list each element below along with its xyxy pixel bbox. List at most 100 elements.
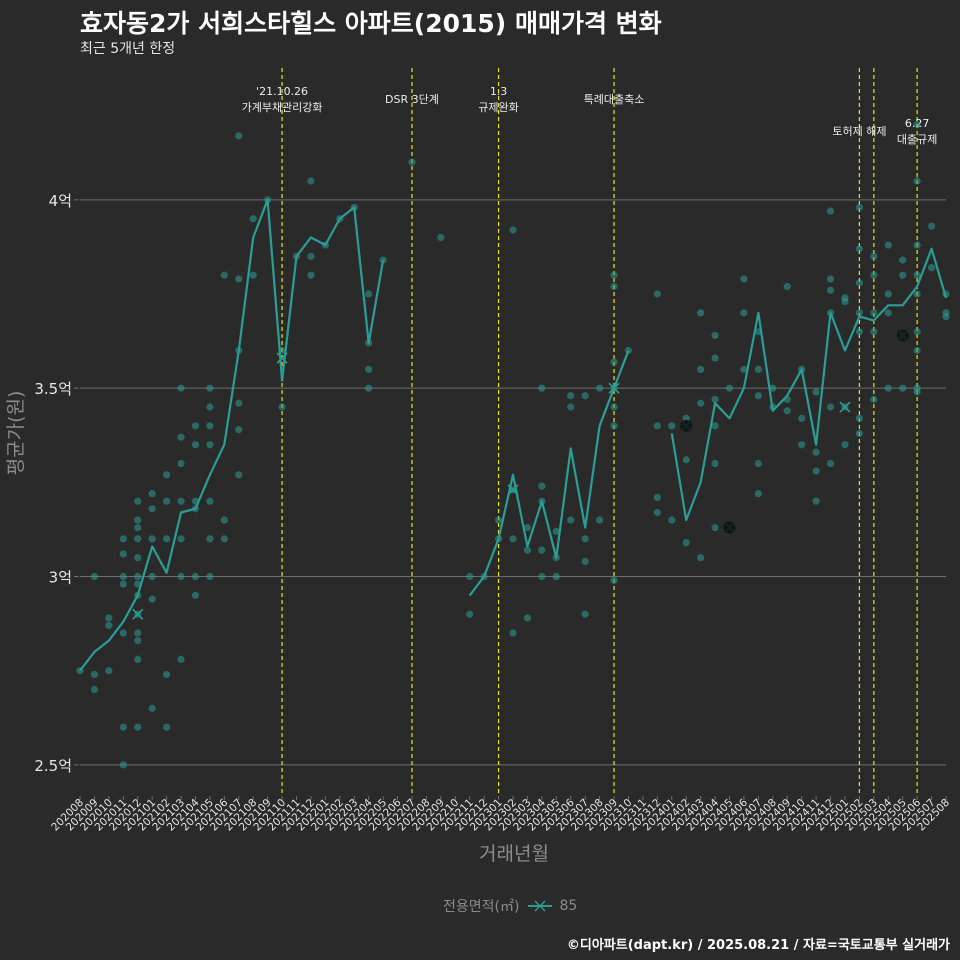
transaction-point [841, 297, 849, 306]
transaction-point [855, 429, 864, 437]
transaction-point [134, 523, 142, 532]
transaction-point [581, 610, 589, 618]
transaction-point [134, 535, 142, 543]
transaction-point [177, 572, 185, 581]
transaction-point [177, 433, 185, 441]
transaction-point [855, 328, 864, 336]
transaction-point [177, 535, 185, 543]
transaction-point [711, 422, 719, 430]
transaction-point [927, 264, 936, 272]
transaction-point [90, 670, 99, 679]
transaction-point [884, 309, 892, 317]
transaction-point [682, 414, 690, 422]
transaction-point [855, 309, 864, 317]
x-axis-ticks: 2020082020092020102020112020122021012021… [49, 796, 952, 833]
transaction-point [163, 497, 171, 505]
transaction-point [235, 426, 243, 434]
transaction-point [610, 576, 618, 584]
transaction-point [581, 557, 589, 566]
transaction-point [90, 685, 99, 694]
transaction-point [610, 422, 618, 430]
transaction-point [134, 572, 142, 581]
transaction-point [466, 610, 474, 618]
transaction-point [826, 403, 835, 411]
transaction-point [163, 471, 171, 479]
event-label: 규제완화 [478, 101, 518, 114]
highlight-cross [839, 401, 851, 413]
transaction-point [206, 535, 214, 543]
y-tick-label: 4억 [49, 192, 72, 210]
transaction-point [206, 422, 214, 430]
transaction-point [653, 508, 661, 517]
transaction-point [725, 384, 734, 392]
transaction-point [552, 572, 560, 581]
event-label: 특례대출축소 [584, 93, 645, 106]
transaction-point [711, 395, 719, 404]
transaction-point [191, 441, 200, 449]
transaction-point [826, 459, 835, 468]
transaction-point [870, 252, 878, 260]
series-line-85 [468, 350, 630, 597]
transaction-point [826, 286, 835, 294]
transaction-point [855, 245, 864, 253]
transaction-point [711, 523, 719, 532]
transaction-point [870, 271, 878, 279]
highlight-markers [132, 329, 909, 620]
transaction-point [913, 271, 921, 279]
legend-entry-85: 85 [559, 898, 578, 914]
transaction-point [740, 309, 748, 317]
highlight-cross [132, 608, 144, 620]
transaction-point [899, 271, 907, 279]
transaction-point [466, 572, 474, 581]
transaction-point [682, 539, 690, 547]
transaction-point [134, 655, 142, 663]
transaction-point [697, 554, 705, 562]
transaction-point [249, 215, 257, 223]
transaction-point [884, 241, 892, 249]
transaction-point [235, 132, 243, 140]
transaction-point [668, 422, 676, 430]
transaction-point [191, 591, 200, 599]
transaction-point [870, 395, 878, 404]
transaction-point [365, 365, 373, 373]
transaction-point [134, 636, 142, 645]
transaction-point [812, 388, 820, 396]
source-caption: ©디아파트(dapt.kr) / 2025.08.21 / 자료=국토교통부 실… [566, 938, 950, 953]
transaction-point [163, 670, 171, 679]
transaction-point [697, 309, 705, 317]
transaction-point [105, 667, 113, 675]
gridlines [80, 199, 946, 766]
transaction-point [653, 493, 661, 502]
transaction-point [899, 384, 907, 392]
transaction-point [119, 572, 127, 581]
transaction-point [754, 365, 762, 373]
x-axis-label: 거래년월 [479, 843, 549, 865]
transaction-point [307, 177, 315, 185]
transaction-point [148, 490, 156, 498]
transaction-point [90, 572, 99, 581]
event-lines: '21.10.26 가계부채관리강화 DSR 3단계 1.3 규제완화 특례대출축소토허제… [242, 68, 937, 795]
average-price-line [79, 198, 948, 672]
transaction-point [610, 403, 618, 411]
transaction-point [711, 354, 719, 362]
transaction-point [769, 384, 777, 392]
transaction-point [177, 384, 185, 392]
event-label: 1.3 [490, 85, 508, 98]
transaction-point [365, 290, 373, 298]
transaction-point [235, 471, 243, 479]
transaction-point [134, 554, 142, 562]
transaction-point [523, 523, 532, 532]
series-line-85 [79, 198, 385, 672]
transaction-point [163, 723, 171, 731]
transaction-point [913, 120, 921, 129]
transaction-point [567, 403, 575, 411]
transaction-point [870, 309, 878, 317]
event-label: DSR 3단계 [385, 93, 439, 106]
transaction-point [711, 459, 719, 468]
transaction-point [581, 392, 589, 400]
transaction-point [206, 384, 214, 392]
transaction-point [942, 313, 950, 321]
transaction-point [148, 704, 156, 712]
transaction-point [711, 331, 719, 340]
transaction-point [913, 177, 921, 185]
